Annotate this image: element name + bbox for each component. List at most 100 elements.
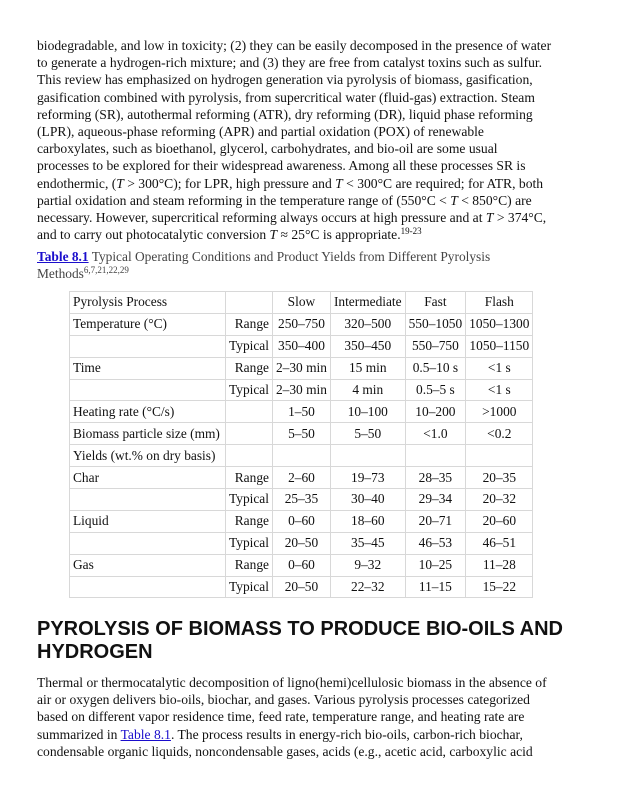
table-cell: 46–53 — [404, 531, 467, 555]
table-cell: 0–60 — [271, 553, 331, 577]
table-cell — [404, 444, 467, 468]
table-cell: Gas — [69, 553, 226, 577]
table-cell: 18–60 — [329, 509, 406, 533]
table-row: Typical 20–50 35–45 46–53 46–51 — [69, 531, 534, 555]
text-run: ≈ 25°C is appropriate. — [277, 227, 401, 243]
text-run: to generate a hydrogen-rich mixture; and… — [37, 55, 543, 71]
table-cell: Biomass particle size (mm) — [69, 422, 226, 446]
table-cell — [225, 422, 273, 446]
table-cell: <1 s — [465, 356, 534, 380]
text-run: > 300°C); for LPR, high pressure and — [123, 175, 336, 191]
text-run: reforming (SR), autothermal reforming (A… — [37, 106, 533, 122]
heading-line-2: HYDROGEN — [37, 641, 153, 663]
table-row: Time Range 2–30 min 15 min 0.5–10 s <1 s — [69, 356, 534, 380]
table-row: Typical 2–30 min 4 min 0.5–5 s <1 s — [69, 378, 534, 402]
italic-variable: T — [335, 175, 343, 191]
table-cell: 320–500 — [329, 312, 406, 336]
text-run: necessary. However, supercritical reform… — [37, 210, 486, 226]
text-run: endothermic, ( — [37, 175, 117, 191]
table-cell: Time — [69, 356, 226, 380]
table-cell: Typical — [225, 575, 273, 599]
text-line: carboxylates, such as bioethanol, glycer… — [37, 140, 597, 157]
table-cell: 20–50 — [271, 531, 331, 555]
text-run: carboxylates, such as bioethanol, glycer… — [37, 141, 498, 157]
text-line: reforming (SR), autothermal reforming (A… — [37, 106, 597, 123]
table-cell: 0–60 — [271, 509, 331, 533]
table-cell: 25–35 — [271, 488, 331, 511]
citation[interactable]: 19-23 — [400, 226, 422, 237]
text-run: Thermal or thermocatalytic decomposition… — [37, 675, 547, 690]
table-cell: 2–60 — [271, 466, 331, 490]
heading-line-1: PYROLYSIS OF BIOMASS TO PRODUCE BIO-OILS… — [37, 618, 563, 640]
italic-variable: T — [116, 175, 124, 191]
text-line: to generate a hydrogen-rich mixture; and… — [37, 54, 597, 71]
table-cell: 1–50 — [271, 400, 331, 424]
italic-variable: T — [485, 210, 494, 226]
table-cell — [69, 334, 226, 358]
table-cell: 20–35 — [465, 466, 534, 490]
text-line: biodegradable, and low in toxicity; (2) … — [37, 37, 597, 54]
text-line: partial oxidation and steam reforming in… — [37, 192, 597, 209]
table-row: Typical 25–35 30–40 29–34 20–32 — [69, 488, 534, 511]
table-cell: 550–1050 — [404, 312, 467, 336]
table-cell — [329, 444, 406, 468]
text-line: and to carry out photocatalytic conversi… — [37, 226, 597, 243]
table-cell — [271, 444, 331, 468]
table-cell: 20–50 — [271, 575, 331, 599]
text-line: summarized in Table 8.1. The process res… — [37, 726, 597, 743]
table-cell: Typical — [225, 334, 273, 358]
table-cell: 15–22 — [465, 575, 534, 599]
table-row: Temperature (°C) Range 250–750 320–500 550–1… — [69, 312, 534, 336]
table-cell: Yields (wt.% on dry basis) — [69, 444, 226, 468]
table-cell: Liquid — [69, 509, 226, 533]
table-row: Biomass particle size (mm) 5–50 5–50 <1.0 <0… — [69, 422, 534, 446]
table-cell: 350–450 — [329, 334, 406, 358]
table-cell: 2–30 min — [271, 378, 331, 402]
text-run: > 374°C, — [493, 210, 547, 226]
text-run: condensable organic liquids, noncondensa… — [37, 743, 533, 759]
table-cell — [225, 400, 273, 424]
text-run: processes to be explored for their wides… — [37, 158, 526, 174]
table-cell: <1 s — [465, 378, 534, 402]
table-row: Typical 20–50 22–32 11–15 15–22 — [69, 575, 534, 599]
text-run: summarized in — [37, 726, 121, 742]
table-cell: Range — [225, 553, 273, 577]
caption-refs[interactable]: 6,7,21,22,29 — [83, 265, 129, 275]
text-run: and to carry out photocatalytic conversi… — [37, 227, 270, 243]
body-paragraph-2: Thermal or thermocatalytic decomposition… — [37, 674, 597, 760]
table-cell: Heating rate (°C/s) — [69, 400, 226, 424]
table-cell: 11–28 — [465, 553, 534, 577]
header-cell: Intermediate — [329, 291, 406, 314]
table-cell: 1050–1150 — [465, 334, 534, 358]
table-link[interactable]: Table 8.1 — [37, 249, 89, 264]
table-cell: 10–200 — [404, 400, 467, 424]
text-line: based on different vapor residence time,… — [37, 708, 597, 725]
table-cell: 9–32 — [329, 553, 406, 577]
body-paragraph-1: biodegradable, and low in toxicity; (2) … — [37, 37, 597, 243]
table-cell — [465, 444, 534, 468]
table-cell: 10–100 — [329, 400, 406, 424]
text-line: (LPR), aqueous-phase reforming (APR) and… — [37, 123, 597, 140]
table-cell: Typical — [225, 488, 273, 511]
text-run: < 850°C) are — [457, 192, 532, 208]
table-cell: 2–30 min — [271, 356, 331, 380]
text-line: gasification combined with pyrolysis, fr… — [37, 89, 597, 106]
table-cell: Range — [225, 509, 273, 533]
table-cell: 250–750 — [271, 312, 331, 336]
text-run: gasification combined with pyrolysis, fr… — [37, 89, 535, 105]
table-cell: 20–71 — [404, 509, 467, 533]
table-cell: 20–32 — [465, 488, 534, 511]
table-cell: 5–50 — [329, 422, 406, 446]
table-cell: 0.5–10 s — [404, 356, 467, 380]
section-heading: PYROLYSIS OF BIOMASS TO PRODUCE BIO-OILS… — [37, 618, 563, 664]
text-line: condensable organic liquids, noncondensa… — [37, 743, 597, 760]
table-cell: Typical — [225, 378, 273, 402]
text-line: endothermic, (T > 300°C); for LPR, high … — [37, 175, 597, 192]
text-line: processes to be explored for their wides… — [37, 157, 597, 174]
table-cell: >1000 — [465, 400, 534, 424]
table-link[interactable]: Table 8.1 — [120, 726, 171, 742]
text-line: air or oxygen delivers bio-oils, biochar… — [37, 691, 597, 708]
table-row: Char Range 2–60 19–73 28–35 20–35 — [69, 466, 534, 490]
header-cell — [225, 291, 273, 314]
header-cell: Slow — [271, 291, 331, 314]
